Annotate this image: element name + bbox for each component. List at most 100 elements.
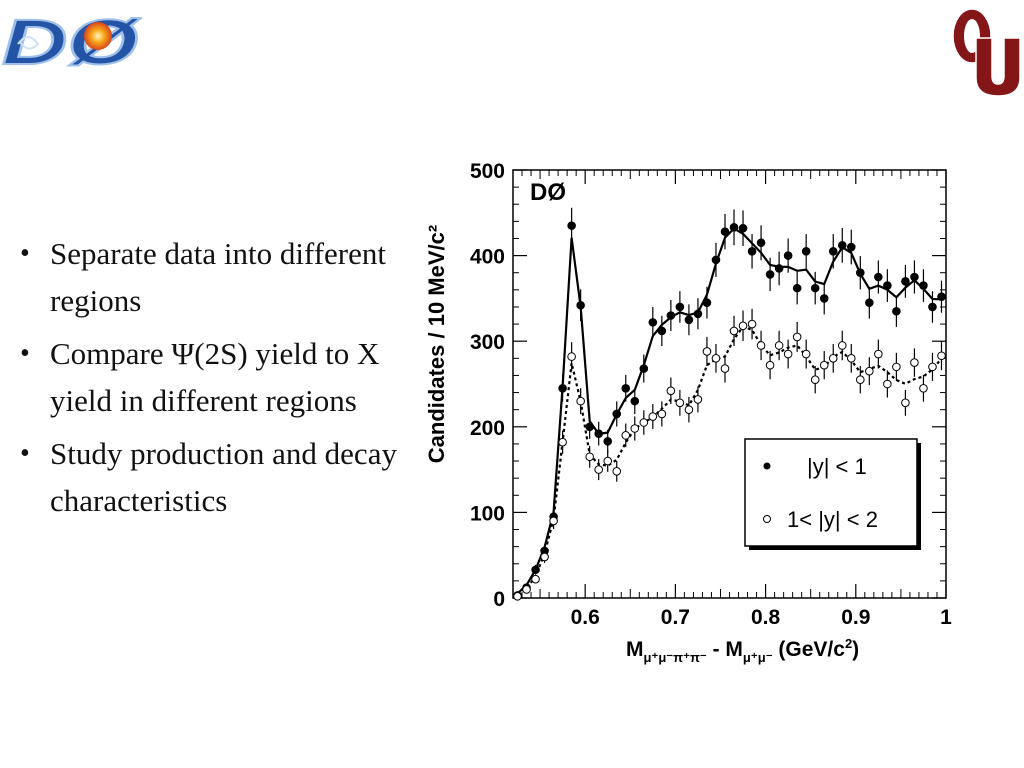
data-point-central — [639, 364, 649, 373]
bullet-item: Study production and decay characteristi… — [12, 430, 404, 524]
d0-logo-text: DØ — [2, 6, 141, 78]
data-point-forward — [531, 574, 540, 584]
data-point-forward — [792, 332, 802, 342]
data-point-forward — [666, 386, 676, 396]
data-point-central — [810, 283, 820, 293]
data-point-central — [919, 281, 928, 290]
chart-inside-label: DØ — [530, 179, 566, 206]
data-point-forward — [540, 552, 549, 562]
data-point-forward — [522, 585, 531, 594]
data-point-central — [612, 409, 622, 419]
data-point-forward — [702, 347, 712, 356]
data-point-forward — [846, 354, 856, 363]
data-point-forward — [928, 362, 937, 372]
mass-difference-chart: Candidates / 10 MeV/c² 0.6 0.7 0.8 0.9 1 0 100… — [424, 160, 952, 665]
x-tick-label: 0.7 — [661, 606, 690, 629]
data-point-forward — [783, 349, 793, 359]
data-point-central — [702, 298, 712, 307]
data-point-central — [666, 311, 676, 320]
data-point-central — [630, 396, 640, 406]
data-point-forward — [549, 516, 558, 526]
data-point-central — [531, 565, 540, 575]
data-point-forward — [567, 352, 576, 361]
data-point-central — [765, 270, 775, 279]
data-point-forward — [910, 358, 919, 367]
data-point-forward — [693, 395, 703, 404]
d0-logo-sun — [84, 22, 112, 50]
data-point-central — [576, 300, 585, 310]
data-point-forward — [874, 349, 883, 359]
data-point-central — [865, 298, 874, 307]
ou-logo-text: OU — [984, 96, 986, 98]
y-tick-label: 100 — [470, 502, 505, 525]
y-axis-label: Candidates / 10 MeV/c² — [424, 225, 449, 463]
data-point-central — [558, 383, 567, 393]
data-point-forward — [657, 409, 667, 419]
data-point-central — [892, 306, 901, 316]
data-point-central — [856, 268, 865, 278]
data-point-central — [585, 422, 594, 432]
data-point-forward — [675, 398, 685, 408]
data-point-forward — [729, 326, 739, 336]
data-point-central — [837, 241, 847, 250]
data-point-central — [819, 294, 829, 303]
data-point-forward — [828, 354, 838, 363]
data-point-central — [774, 264, 784, 273]
data-point-forward — [585, 452, 594, 462]
legend-box — [744, 438, 918, 547]
data-point-central — [910, 272, 919, 282]
data-point-central — [828, 247, 838, 256]
x-tick-label: 1 — [940, 606, 952, 629]
data-point-forward — [810, 375, 820, 385]
data-point-central — [729, 223, 739, 232]
data-point-central — [801, 247, 811, 256]
y-tick-label: 0 — [493, 588, 505, 611]
bullet-item: Compare Ψ(2S) yield to X yield in differ… — [12, 330, 404, 424]
data-point-forward — [648, 412, 658, 421]
y-tick-label: 400 — [470, 246, 505, 269]
data-point-forward — [774, 341, 784, 350]
data-point-central — [567, 221, 576, 230]
data-point-forward — [765, 360, 775, 370]
data-point-forward — [576, 396, 585, 406]
x-axis-title: Mμ⁺μ⁻π⁺π⁻ - Mμ⁺μ⁻ (GeV/c2) — [626, 636, 859, 665]
data-point-central — [720, 227, 730, 236]
ou-logo-u — [975, 37, 1020, 97]
y-tick-label: 200 — [470, 417, 505, 440]
data-point-forward — [630, 424, 640, 433]
data-point-central — [693, 309, 703, 319]
d0-logo-swirl — [17, 36, 40, 50]
data-point-central — [603, 437, 613, 446]
data-point-forward — [756, 341, 766, 350]
data-point-forward — [594, 465, 603, 474]
data-point-central — [594, 429, 603, 438]
data-point-forward — [901, 398, 910, 408]
data-point-forward — [892, 362, 901, 372]
data-point-forward — [937, 351, 946, 361]
legend-label-forward: 1< |y| < 2 — [787, 507, 878, 532]
data-point-central — [937, 292, 946, 301]
data-point-central — [928, 302, 937, 312]
x-tick-label: 0.9 — [841, 606, 870, 629]
y-tick-label: 300 — [470, 331, 505, 354]
data-point-forward — [513, 591, 522, 601]
data-point-forward — [856, 375, 865, 385]
data-point-forward — [801, 349, 811, 359]
data-point-central — [883, 281, 892, 290]
legend-marker-filled — [763, 462, 771, 470]
data-point-forward — [837, 341, 847, 350]
data-point-central — [711, 255, 721, 265]
data-point-central — [901, 276, 910, 286]
legend: |y| < 1 1< |y| < 2 — [744, 438, 921, 550]
data-point-central — [756, 238, 766, 248]
x-tick-label: 0.6 — [571, 606, 600, 629]
legend-label-central: |y| < 1 — [807, 454, 867, 479]
data-point-forward — [684, 405, 694, 414]
data-point-central — [846, 242, 856, 252]
fit-curve-central — [516, 227, 942, 595]
data-point-forward — [603, 456, 613, 466]
data-point-forward — [711, 354, 721, 363]
data-point-central — [657, 326, 667, 336]
y-axis-title: Candidates / 10 MeV/c² — [424, 225, 449, 463]
data-point-forward — [621, 431, 631, 440]
